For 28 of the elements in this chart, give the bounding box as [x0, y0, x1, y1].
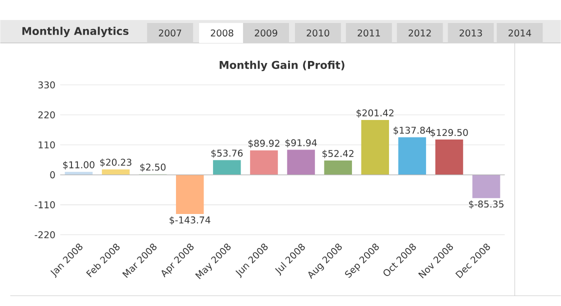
- data-label: $201.42: [356, 109, 394, 118]
- y-tick-label: -110: [34, 201, 55, 208]
- y-tick-label: 220: [38, 112, 55, 119]
- y-tick-label: 110: [38, 141, 55, 149]
- data-label: $52.42: [322, 150, 354, 158]
- data-label: $53.76: [211, 150, 243, 158]
- text: 2011: [358, 30, 380, 37]
- y-tick-label: 330: [38, 82, 55, 89]
- data-label: $11.00: [63, 161, 94, 170]
- text: 2009: [254, 30, 278, 37]
- data-label: $2.50: [140, 164, 166, 172]
- chart-title: Monthly Gain (Profit): [220, 60, 344, 72]
- text: 2008: [210, 30, 234, 37]
- text: 2013: [460, 30, 482, 37]
- text: Monthly Analytics: [22, 26, 128, 38]
- data-label: $89.92: [248, 140, 280, 148]
- text: 2012: [408, 30, 431, 37]
- text: 2007: [158, 30, 182, 37]
- y-tick-label: -220: [34, 231, 55, 238]
- data-label: $129.50: [430, 128, 468, 138]
- data-label: $20.23: [100, 158, 132, 168]
- data-label: $91.94: [285, 139, 317, 148]
- data-label: $137.84: [394, 126, 431, 136]
- data-label: $-143.74: [170, 216, 210, 225]
- text: 2014: [508, 30, 532, 37]
- data-label: $-85.35: [469, 200, 504, 209]
- text: 2010: [306, 30, 330, 37]
- y-tick-label: 0: [50, 171, 55, 178]
